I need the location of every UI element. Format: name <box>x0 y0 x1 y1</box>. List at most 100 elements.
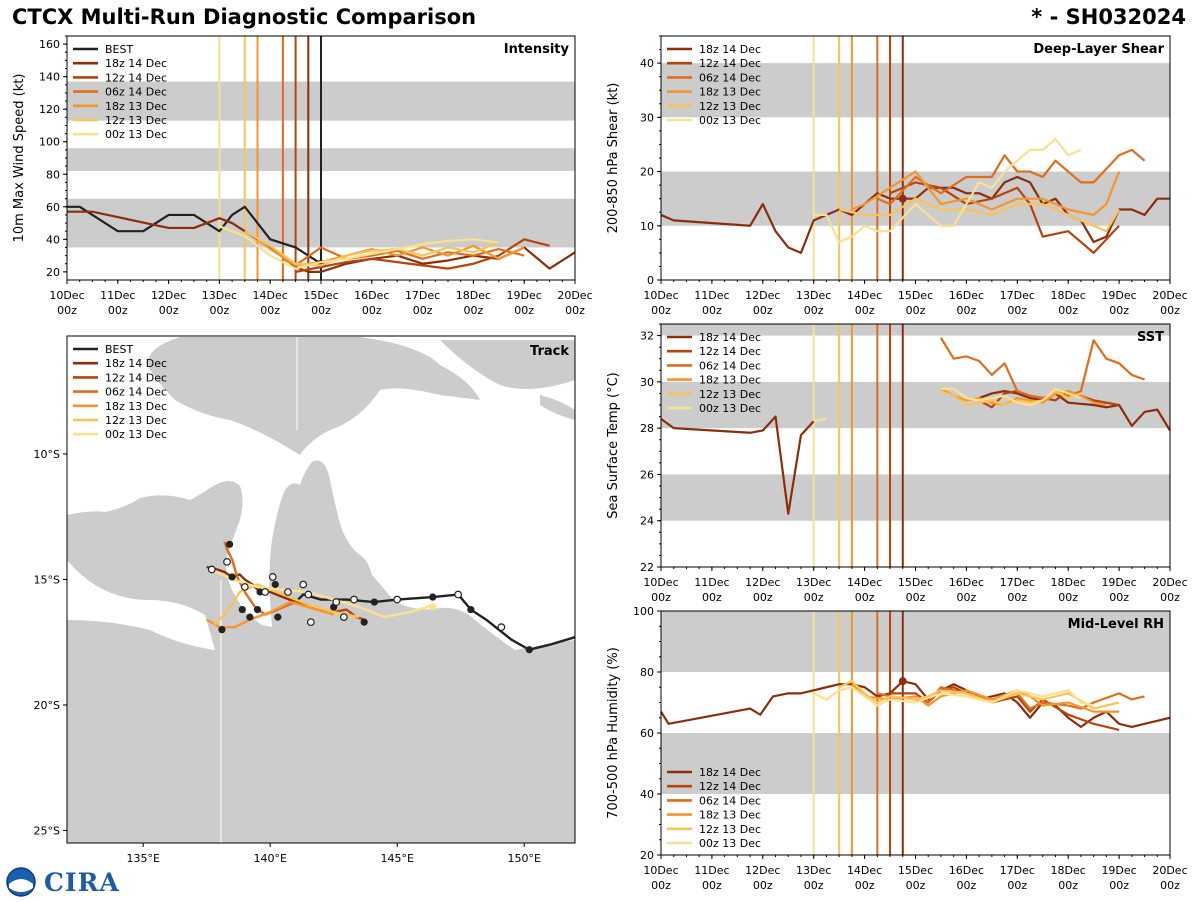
y-tick-label: 100 <box>39 136 60 149</box>
y-tick-label: 80 <box>46 168 60 181</box>
x-tick-label: 10Dec <box>643 289 678 302</box>
x-tick-label: 16Dec <box>949 576 984 589</box>
y-tick-label: 30 <box>640 376 654 389</box>
legend-label: 12z 13 Dec <box>699 823 761 836</box>
x-tick-label: 16Dec <box>354 289 389 302</box>
x-tick-label: 11Dec <box>694 576 729 589</box>
x-tick-label: 20Dec <box>1152 289 1187 302</box>
land-australia <box>67 460 575 843</box>
legend-label: 18z 13 Dec <box>105 400 167 413</box>
x-tick-sublabel: 00z <box>464 304 484 317</box>
x-tick-sublabel: 00z <box>702 304 722 317</box>
x-tick-label: 17Dec <box>1000 576 1035 589</box>
legend-label: 12z 14 Dec <box>105 371 167 384</box>
x-tick-label: 14Dec <box>847 864 882 877</box>
x-tick-sublabel: 00z <box>362 304 382 317</box>
track-map <box>67 336 575 843</box>
y-tick-label: 28 <box>640 422 654 435</box>
x-tick-label: 19Dec <box>507 289 542 302</box>
x-tick-label: 15Dec <box>898 864 933 877</box>
x-tick-label: 14Dec <box>253 289 288 302</box>
x-tick-label: 11Dec <box>694 289 729 302</box>
series-line <box>940 390 1082 407</box>
series-line <box>282 246 525 267</box>
series-line <box>876 148 1146 206</box>
x-tick-label: 12Dec <box>745 576 780 589</box>
x-tick-sublabel: 00z <box>1160 879 1180 892</box>
x-tick-sublabel: 00z <box>855 304 875 317</box>
legend-label: BEST <box>105 343 133 356</box>
track-point <box>525 646 533 654</box>
y-tick-label: 20 <box>640 849 654 862</box>
x-tick-sublabel: 00z <box>855 879 875 892</box>
x-tick-sublabel: 00z <box>702 591 722 604</box>
intensity-panel: 20 40 60 80 100 120 140 160 10Dec 00z 11Dec 00z 12De… <box>12 35 593 317</box>
track-point-open <box>284 588 292 596</box>
y-tick-label: 40 <box>640 788 654 801</box>
x-tick-label: 11Dec <box>694 864 729 877</box>
noaa-emblem-icon <box>6 867 36 897</box>
x-tick-sublabel: 00z <box>855 591 875 604</box>
track-point-open <box>268 573 277 581</box>
x-tick-sublabel: 00z <box>804 304 824 317</box>
x-tick-sublabel: 00z <box>957 879 977 892</box>
y-tick-label: 40 <box>46 233 60 246</box>
x-tick-sublabel: 00z <box>651 591 671 604</box>
legend-label: 18z 14 Dec <box>699 766 761 779</box>
series-line <box>851 683 1120 713</box>
climatology-band <box>661 611 1170 672</box>
legend-label: 00z 13 Dec <box>105 128 167 141</box>
x-tick-sublabel: 00z <box>565 304 585 317</box>
legend-label: 12z 13 Dec <box>105 114 167 127</box>
legend-label: 18z 13 Dec <box>699 374 761 387</box>
track-point-open <box>350 595 358 604</box>
legend-label: 12z 14 Dec <box>699 780 761 793</box>
x-tick-sublabel: 00z <box>311 304 331 317</box>
x-tick-sublabel: 00z <box>702 879 722 892</box>
track-panel: 135°E 140°E 145°E 150°E 10°S 15°S 20°S 25°S Trac… <box>34 335 576 865</box>
lon-tick-label: 150°E <box>507 852 540 865</box>
y-tick-label: 32 <box>640 330 654 343</box>
x-tick-sublabel: 00z <box>210 304 230 317</box>
legend-label: 12z 14 Dec <box>699 57 761 70</box>
legend-label: 18z 14 Dec <box>699 331 761 344</box>
legend-label: 06z 14 Dec <box>699 71 761 84</box>
panel-title: Intensity <box>504 42 570 57</box>
lat-tick-label: 25°S <box>34 824 60 837</box>
x-tick-sublabel: 00z <box>753 879 773 892</box>
x-tick-label: 13Dec <box>796 576 831 589</box>
y-tick-label: 30 <box>640 111 654 124</box>
rh-panel: 20 40 60 80 100 10Dec 00z 11Dec 00z 12Dec 00z 13Dec… <box>606 605 1188 892</box>
x-tick-sublabel: 00z <box>957 304 977 317</box>
track-point-open <box>332 598 341 606</box>
y-tick-label: 22 <box>640 561 654 574</box>
track-point <box>271 580 279 589</box>
series-line <box>940 387 1082 407</box>
track-point <box>370 598 378 606</box>
track-point <box>429 593 437 601</box>
track-line <box>206 565 297 604</box>
track-point <box>228 573 236 581</box>
x-tick-label: 14Dec <box>847 289 882 302</box>
climatology-band <box>661 324 1170 336</box>
track-point <box>218 626 226 634</box>
series-line <box>813 686 1094 707</box>
legend-label: 06z 14 Dec <box>699 359 761 372</box>
axes-frame <box>66 335 576 844</box>
x-tick-label: 14Dec <box>847 576 882 589</box>
panel-title: Mid-Level RH <box>1068 617 1164 632</box>
x-tick-label: 18Dec <box>1051 864 1086 877</box>
climatology-band <box>661 474 1170 521</box>
x-tick-sublabel: 00z <box>57 304 77 317</box>
y-axis-label: 200-850 hPa Shear (kt) <box>606 83 621 234</box>
x-tick-label: 18Dec <box>1051 576 1086 589</box>
x-tick-label: 13Dec <box>796 289 831 302</box>
x-tick-label: 19Dec <box>1101 864 1136 877</box>
track-point-open <box>240 583 249 591</box>
x-tick-label: 10Dec <box>643 864 678 877</box>
x-tick-sublabel: 00z <box>1109 879 1129 892</box>
track-point <box>246 613 254 621</box>
x-tick-sublabel: 00z <box>1109 591 1129 604</box>
lon-tick-label: 145°E <box>380 852 413 865</box>
climatology-band <box>661 733 1170 794</box>
